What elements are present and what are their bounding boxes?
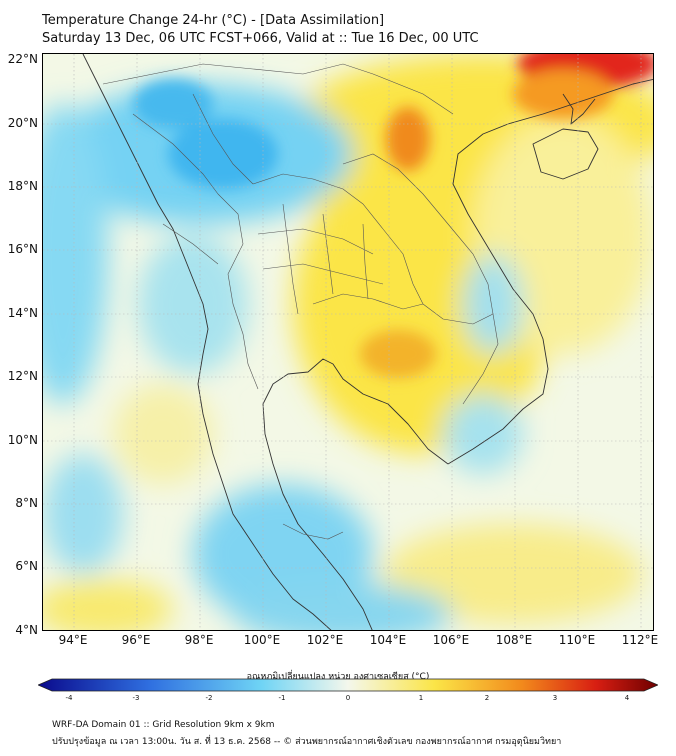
border-thailand-cambodia bbox=[312, 293, 424, 310]
cold-peak-myanmar bbox=[168, 119, 278, 189]
coastline-gulf bbox=[262, 358, 449, 630]
map-subtitle: Saturday 13 Dec, 06 UTC FCST+066, Valid … bbox=[42, 31, 479, 46]
footer-credit: ปรับปรุงข้อมูล ณ เวลา 13:00น. วัน ส. ที่… bbox=[52, 737, 562, 747]
footer-model-info: WRF-DA Domain 01 :: Grid Resolution 9km … bbox=[52, 720, 275, 730]
warm-peak-cambodia bbox=[360, 330, 436, 378]
lat-label-6: 6°N bbox=[15, 559, 38, 573]
lon-label-112: 112°E bbox=[621, 633, 659, 647]
lat-label-22: 22°N bbox=[7, 52, 38, 66]
lat-label-12: 12°N bbox=[7, 369, 38, 383]
cold-area-myanmar-west bbox=[43, 104, 108, 404]
lat-label-14: 14°N bbox=[7, 306, 38, 320]
cold-area-far-south bbox=[233, 584, 453, 630]
cold-area-andaman bbox=[138, 234, 248, 374]
coastlines bbox=[82, 54, 653, 630]
lon-label-94: 94°E bbox=[58, 633, 88, 647]
internal-thai-5 bbox=[362, 223, 369, 300]
temperature-field-peaks bbox=[133, 54, 653, 378]
colorbar-gradient bbox=[38, 678, 658, 692]
colorbar-title: อุณหภูมิเปลี่ยนแปลง หน่วย องศาเซลเซียส (… bbox=[246, 672, 430, 682]
internal-thai-2 bbox=[262, 263, 384, 285]
lon-label-98: 98°E bbox=[184, 633, 214, 647]
border-china bbox=[102, 63, 454, 115]
colorbar-label-4: 4 bbox=[624, 694, 630, 702]
map-canvas bbox=[43, 54, 653, 630]
colorbar-label-0: 0 bbox=[345, 694, 351, 702]
border-thailand-myanmar bbox=[217, 193, 259, 390]
cold-area-southwest bbox=[43, 454, 123, 574]
temperature-change-map bbox=[42, 53, 654, 631]
colorbar bbox=[38, 678, 658, 692]
coastline-west bbox=[82, 54, 332, 630]
lat-label-10: 10°N bbox=[7, 433, 38, 447]
lon-label-108: 108°E bbox=[495, 633, 533, 647]
border-malaysia bbox=[282, 523, 344, 540]
province-boundaries bbox=[102, 63, 499, 540]
internal-thai-4 bbox=[322, 213, 334, 295]
border-thailand-laos bbox=[252, 173, 424, 305]
gridlines bbox=[43, 54, 653, 630]
colorbar-label-minus4: -4 bbox=[65, 694, 73, 702]
lat-label-18: 18°N bbox=[7, 179, 38, 193]
coastline-hainan bbox=[532, 128, 599, 180]
warm-area-west bbox=[113, 384, 213, 484]
lon-label-102: 102°E bbox=[306, 633, 344, 647]
warm-area-southwest bbox=[43, 579, 173, 630]
internal-thai-3 bbox=[282, 203, 299, 315]
colorbar-label-2: 2 bbox=[484, 694, 490, 702]
colorbar-label-3: 3 bbox=[552, 694, 558, 702]
colorbar-label-minus3: -3 bbox=[132, 694, 140, 702]
internal-myanmar-1 bbox=[132, 113, 219, 195]
lat-label-20: 20°N bbox=[7, 116, 38, 130]
internal-myanmar-3 bbox=[162, 223, 219, 265]
lon-label-106: 106°E bbox=[432, 633, 470, 647]
coastline-vietnam bbox=[447, 78, 653, 465]
cold-area-gulf bbox=[443, 394, 523, 474]
lat-label-8: 8°N bbox=[15, 496, 38, 510]
internal-thai-1 bbox=[257, 228, 374, 255]
lat-label-16: 16°N bbox=[7, 242, 38, 256]
lat-label-4: 4°N bbox=[15, 623, 38, 637]
cold-area-vietnam-coast bbox=[463, 254, 523, 354]
lon-label-100: 100°E bbox=[243, 633, 281, 647]
colorbar-label-minus1: -1 bbox=[278, 694, 286, 702]
lon-label-96: 96°E bbox=[121, 633, 151, 647]
cold-peak-bay bbox=[133, 79, 213, 129]
map-title: Temperature Change 24-hr (°C) - [Data As… bbox=[42, 13, 385, 28]
colorbar-label-minus2: -2 bbox=[205, 694, 213, 702]
warm-peak-north-vietnam bbox=[386, 107, 430, 171]
colorbar-label-1: 1 bbox=[418, 694, 424, 702]
internal-myanmar-2 bbox=[192, 93, 254, 185]
lon-label-104: 104°E bbox=[369, 633, 407, 647]
border-cambodia-vietnam bbox=[422, 303, 499, 405]
border-laos-vietnam bbox=[342, 153, 494, 315]
lon-label-110: 110°E bbox=[558, 633, 596, 647]
